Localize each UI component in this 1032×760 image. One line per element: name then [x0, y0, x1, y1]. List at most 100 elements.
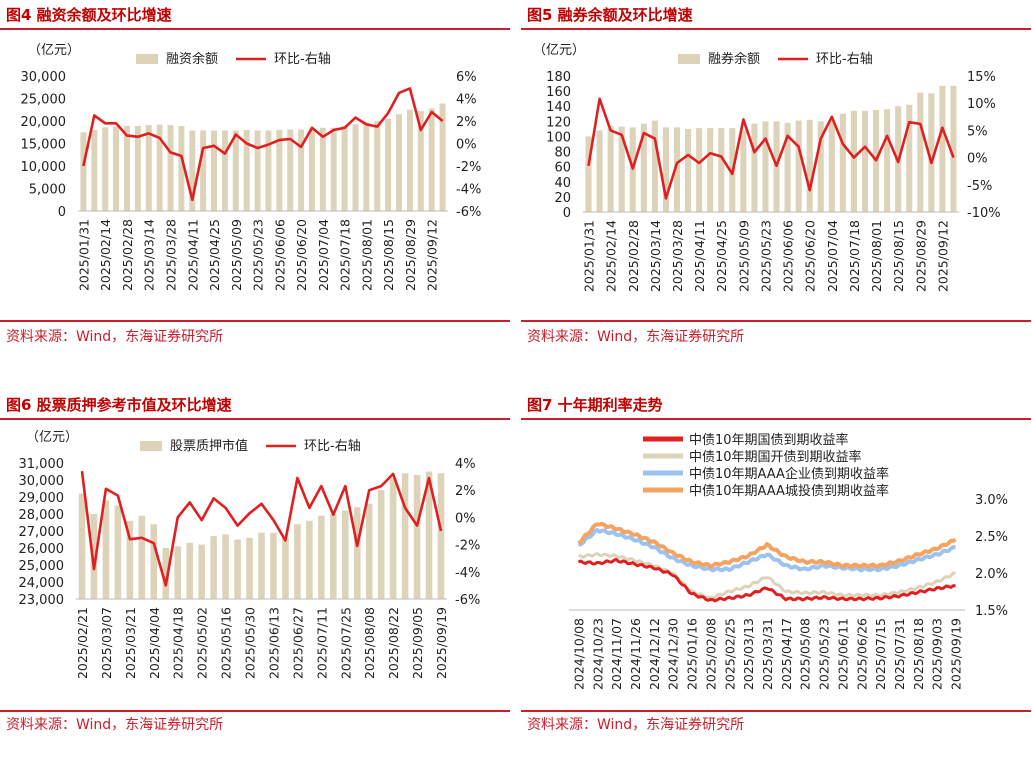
bar — [102, 127, 109, 211]
bar — [377, 490, 385, 599]
bar — [585, 136, 592, 212]
bar — [178, 125, 185, 211]
chart-panel-stock-pledge: 图6 股票质押参考市值及环比增速 （亿元） 股票质押市值 环比-右轴 23,000 24… — [0, 390, 510, 760]
chart-title: 图6 股票质押参考市值及环比增速 — [6, 396, 232, 414]
chart-panel-margin-financing: 图4 融资余额及环比增速 （亿元） 融资余额 环比-右轴 0 5,000 10,000 15… — [0, 0, 510, 370]
bar — [850, 110, 857, 212]
x-tick-label: 2025/07/11 — [314, 607, 329, 679]
bar — [78, 493, 86, 599]
source-note: 资料来源：Wind，东海证券研究所 — [527, 329, 745, 345]
x-tick-label: 2025/04/25 — [207, 219, 222, 291]
bar — [91, 130, 98, 211]
x-tick-label: 2025/06/20 — [294, 219, 309, 291]
chart-title: 图7 十年期利率走势 — [527, 396, 663, 414]
y-tick-label-right: -10% — [967, 206, 1001, 221]
bar — [254, 130, 261, 211]
y-tick-label-left: 15,000 — [21, 138, 67, 153]
y-tick-label-left: 140 — [546, 100, 571, 115]
y-tick-label-right: -4% — [456, 183, 481, 198]
y-tick-label-right: -2% — [455, 539, 480, 554]
y-tick-label-left: 20,000 — [21, 115, 67, 130]
x-tick-label: 2025/05/09 — [229, 219, 244, 291]
legend-label: 中债10年期AAA企业债到期收益率 — [689, 466, 889, 482]
x-tick-label: 2025/05/16 — [219, 607, 234, 679]
bar — [102, 500, 110, 599]
y-tick-label-right: -5% — [967, 179, 992, 194]
x-tick-label: 2025/01/16 — [685, 618, 700, 690]
x-tick-label: 2025/09/03 — [930, 618, 945, 690]
bar — [696, 128, 703, 212]
bar — [318, 515, 325, 599]
bar — [352, 124, 359, 211]
y-tick-label-left: 31,000 — [19, 457, 65, 472]
x-tick-label: 2025/08/29 — [913, 220, 928, 292]
x-tick-label: 2025/05/23 — [817, 618, 832, 690]
bar — [884, 109, 891, 212]
x-tick-label: 2025/06/06 — [272, 219, 287, 291]
divider — [521, 710, 1031, 712]
bar — [243, 130, 250, 211]
x-tick-label: 2025/06/11 — [835, 618, 850, 690]
bar — [123, 125, 130, 211]
y-tick-label-right: 15% — [967, 70, 996, 85]
legend-label: 中债10年期AAA城投债到期收益率 — [689, 483, 889, 499]
x-tick-label: 2025/09/05 — [410, 607, 425, 679]
chart-panel-securities-lending: 图5 融券余额及环比增速 （亿元） 融券余额 环比-右轴 0 20 40 60 80 100 12… — [521, 0, 1031, 370]
y-tick-label-left: 24,000 — [19, 576, 65, 591]
x-tick-label: 2025/02/08 — [703, 618, 718, 690]
x-tick-label: 2025/08/01 — [359, 219, 374, 291]
x-tick-label: 2025/07/25 — [338, 607, 353, 679]
bar — [306, 520, 313, 599]
bar — [784, 122, 791, 212]
bar — [221, 130, 228, 211]
bar — [319, 127, 326, 211]
bar — [287, 129, 294, 211]
y-tick-label-right: 4% — [456, 93, 477, 108]
bar — [145, 125, 152, 211]
divider — [0, 418, 510, 420]
legend-swatch-bar — [678, 54, 700, 64]
x-tick-label: 2025/06/13 — [267, 607, 282, 679]
y-tick-label-left: 25,000 — [19, 559, 65, 574]
bar — [282, 537, 289, 599]
bar — [330, 514, 337, 599]
x-tick-label: 2025/02/14 — [98, 219, 113, 291]
x-tick-label: 2024/10/23 — [590, 618, 605, 690]
y-tick-label-right: 6% — [456, 70, 477, 85]
x-tick-label: 2025/06/27 — [290, 607, 305, 679]
x-tick-label: 2025/06/26 — [854, 618, 869, 690]
y-tick-label-left: 160 — [546, 85, 571, 100]
bar — [198, 544, 205, 599]
bar — [751, 123, 758, 212]
bar — [906, 104, 913, 212]
x-tick-label: 2025/08/15 — [381, 219, 396, 291]
x-tick-label: 2025/08/08 — [362, 607, 377, 679]
bar — [406, 109, 413, 211]
y-tick-label-right: 2.5% — [975, 530, 1008, 545]
x-tick-label: 2025/05/23 — [251, 219, 266, 291]
x-tick-label: 2025/03/14 — [142, 219, 157, 291]
bar — [401, 473, 409, 599]
legend-swatch-bar — [136, 54, 158, 64]
bar — [167, 125, 174, 211]
bar — [707, 128, 714, 212]
x-tick-label: 2024/10/08 — [571, 618, 586, 690]
bar — [174, 546, 182, 599]
x-tick-label: 2024/11/07 — [609, 618, 624, 690]
bar — [839, 113, 846, 212]
divider — [0, 710, 510, 712]
source-note: 资料来源：Wind，东海证券研究所 — [6, 329, 224, 345]
bar — [189, 130, 196, 211]
bar — [917, 92, 924, 212]
y-tick-label-left: 23,000 — [19, 593, 65, 608]
y-tick-label-left: 26,000 — [19, 542, 65, 557]
bar — [806, 119, 813, 212]
y-tick-label-right: 5% — [967, 124, 988, 139]
bar — [428, 108, 435, 211]
x-tick-label: 2025/01/31 — [76, 219, 91, 291]
bar — [134, 125, 141, 211]
x-tick-label: 2025/02/28 — [626, 220, 641, 292]
divider — [0, 28, 510, 30]
bar — [200, 130, 207, 211]
x-tick-label: 2025/07/04 — [825, 220, 840, 292]
